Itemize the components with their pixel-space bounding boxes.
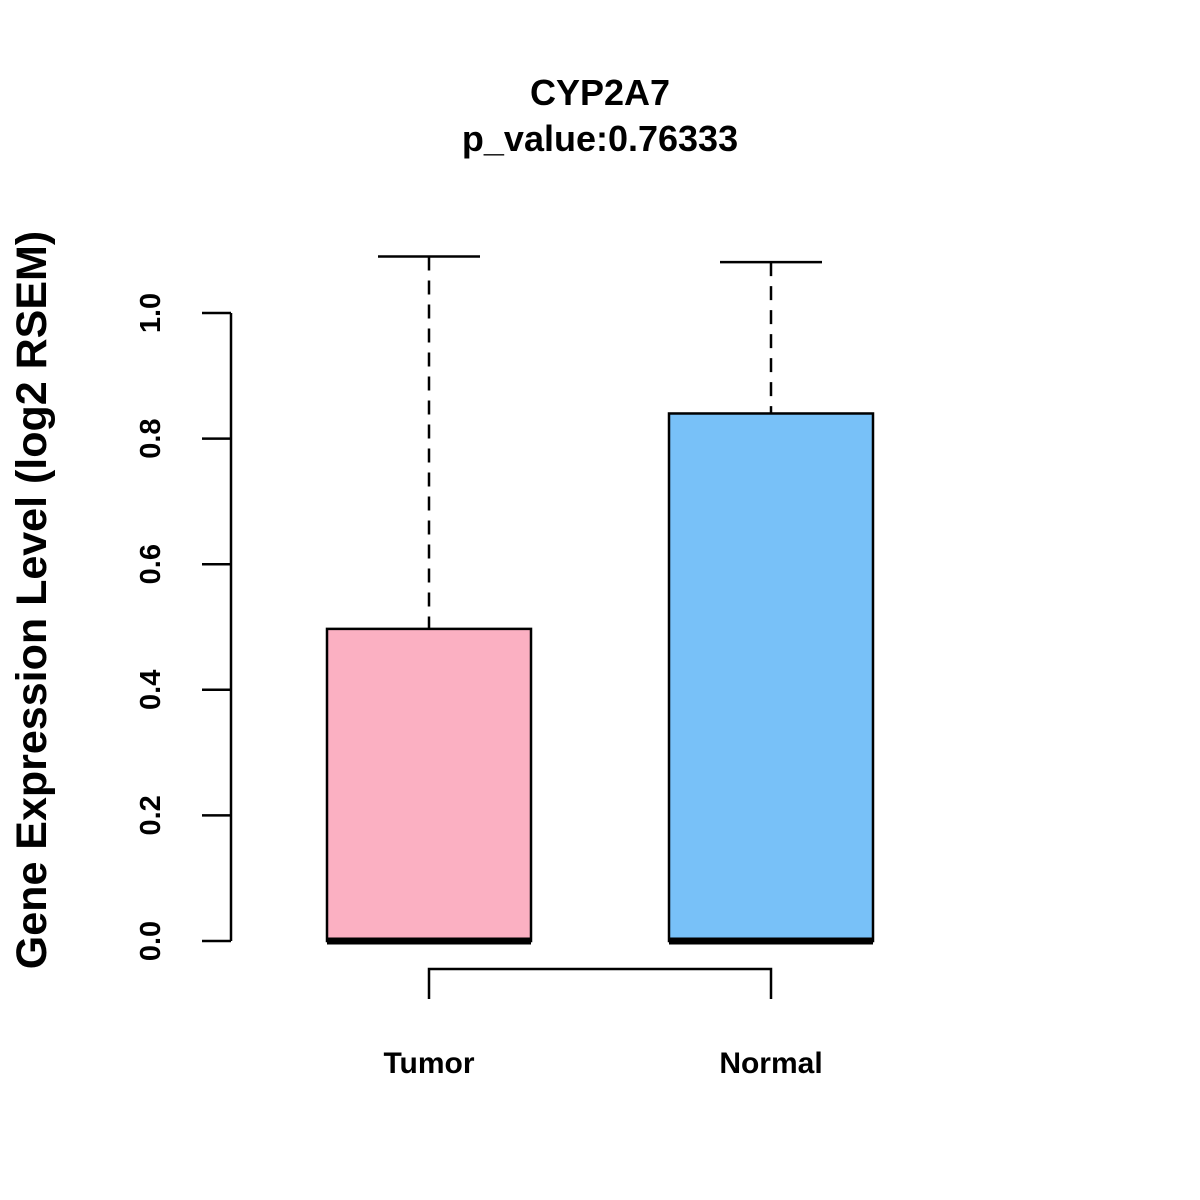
y-tick-label: 0.2 bbox=[135, 795, 167, 835]
y-tick-label: 0.0 bbox=[135, 921, 167, 961]
y-tick-label: 0.4 bbox=[135, 670, 167, 710]
y-tick-label: 1.0 bbox=[135, 293, 167, 333]
box-normal bbox=[667, 260, 875, 945]
y-tick-label: 0.6 bbox=[135, 544, 167, 584]
x-category-label: Normal bbox=[719, 1047, 822, 1080]
comparison-bracket bbox=[427, 967, 773, 999]
boxes-layer bbox=[325, 255, 875, 945]
box-body bbox=[667, 412, 875, 943]
box-body bbox=[325, 627, 533, 943]
bracket-line bbox=[427, 967, 773, 999]
x-category-label: Tumor bbox=[383, 1047, 474, 1080]
y-tick-label: 0.8 bbox=[135, 418, 167, 458]
chart-title: CYP2A7 bbox=[530, 72, 670, 113]
x-axis-labels: Tumor Normal bbox=[383, 1047, 822, 1080]
y-axis: 0.0 0.2 0.4 0.6 0.8 1.0 bbox=[135, 293, 233, 961]
chart-subtitle: p_value:0.76333 bbox=[462, 118, 738, 159]
y-axis-label: Gene Expression Level (log2 RSEM) bbox=[8, 231, 56, 969]
box-tumor bbox=[325, 255, 533, 945]
